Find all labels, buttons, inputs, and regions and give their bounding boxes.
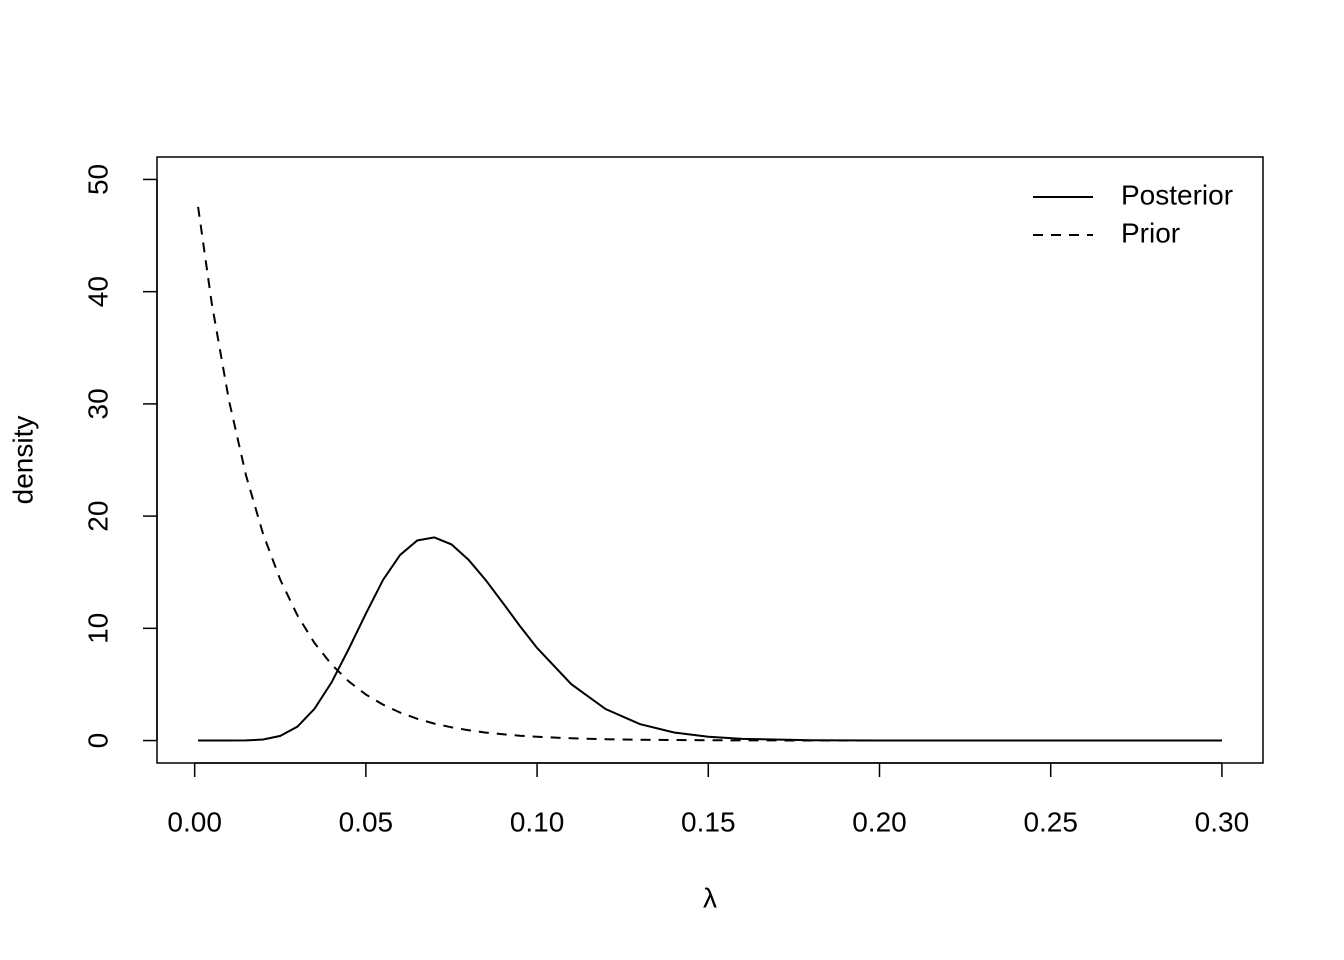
y-axis-label: density — [7, 416, 38, 505]
legend-label: Posterior — [1121, 179, 1233, 210]
plot-box — [156, 156, 1264, 764]
x-tick-label: 0.25 — [1023, 806, 1078, 837]
series-line — [198, 536, 1222, 742]
y-tick-label: 50 — [82, 164, 113, 195]
x-tick-label: 0.10 — [510, 806, 565, 837]
y-tick-label: 10 — [82, 613, 113, 644]
x-tick-label: 0.15 — [681, 806, 736, 837]
x-tick-label: 0.05 — [339, 806, 394, 837]
y-tick-label: 30 — [82, 388, 113, 419]
x-tick-label: 0.30 — [1195, 806, 1250, 837]
legend-label: Prior — [1121, 217, 1180, 248]
y-tick-label: 40 — [82, 276, 113, 307]
x-tick-label: 0.20 — [852, 806, 907, 837]
x-tick-label: 0.00 — [167, 806, 222, 837]
x-axis-label: λ — [703, 882, 717, 913]
y-tick-label: 0 — [82, 733, 113, 749]
series-line — [197, 206, 1222, 742]
y-tick-label: 20 — [82, 501, 113, 532]
